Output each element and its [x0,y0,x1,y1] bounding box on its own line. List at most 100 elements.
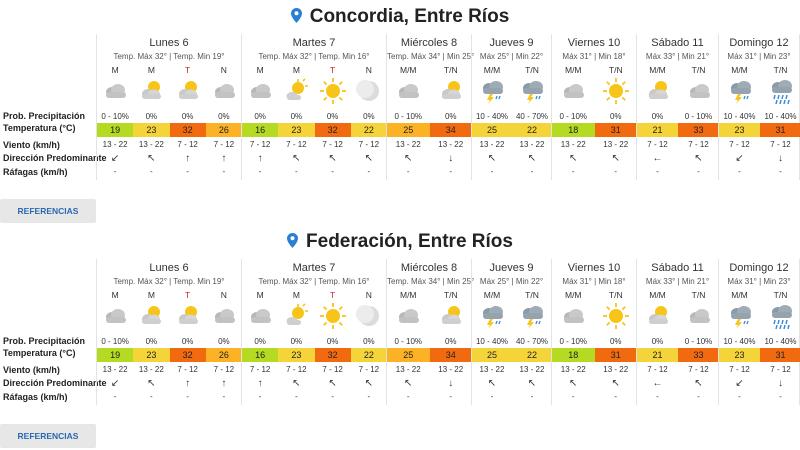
row-label-temp: Temperatura (°C) [3,348,76,358]
precip-value: 0% [326,112,339,121]
wind-value: 13 - 22 [438,140,464,149]
forecast-slot: T/N 10 - 40% 31 7 - 12 ↓ - [760,65,800,180]
period-label: T/N [608,290,623,300]
day-column: Sábado 11 Máx 33° | Min 21° M/M 0% 21 7 - 12 ←… [636,34,719,180]
precip-value: 10 - 40% [475,112,509,121]
wind-direction-arrow-icon: ↑ [185,378,191,389]
wind-direction-arrow-icon: ↓ [778,378,783,389]
gust-value: - [449,392,453,401]
wind-value: 7 - 12 [358,365,380,374]
day-name: Martes 7 [292,262,336,274]
day-name: Viernes 10 [567,37,621,49]
wind-direction-arrow-icon: ↙ [735,153,744,164]
wind-value: 13 - 22 [603,140,629,149]
forecast-slot: T/N 0% 34 13 - 22 ↓ - [429,65,472,180]
day-temp-range: Máx 31° | Min 23° [727,52,791,61]
precip-value: 0% [218,112,230,121]
precip-value: 0 - 10% [101,112,129,121]
references-button[interactable]: REFERENCIAS [0,199,96,223]
forecast-slot: M/M 0 - 10% 25 13 - 22 ↖ - [387,290,430,405]
wind-value: 13 - 22 [395,140,421,149]
precip-value: 0% [145,112,158,121]
forecast-slot: M 0% 23 13 - 22 ↖ - [133,290,170,405]
precip-value: 0% [651,112,664,121]
wind-value: 7 - 12 [770,140,791,149]
forecast-slot: M/M 0 - 10% 18 13 - 22 ↖ - [552,290,595,405]
gust-value: - [222,167,226,176]
partly-sunny-icon [137,302,165,330]
partly-sunny-icon [644,302,672,330]
precip-value: 0% [651,337,664,346]
temperature-cell: 33 [678,123,719,137]
references-button[interactable]: REFERENCIAS [0,424,96,448]
wind-value: 13 - 22 [479,365,505,374]
gust-value: - [186,167,189,176]
wind-direction-arrow-icon: ↓ [448,378,454,389]
wind-direction-arrow-icon: ↓ [778,153,783,164]
gust-value: - [614,392,618,401]
wind-value: 13 - 22 [519,365,545,374]
wind-value: 7 - 12 [213,365,235,374]
wind-direction-arrow-icon: ↖ [611,378,620,389]
precip-value: 0 - 10% [684,112,713,121]
temperature-cell: 25 [472,348,512,362]
day-column: Domingo 12 Máx 31° | Min 23° M/M 10 - 40% 23… [718,34,800,180]
temperature-cell: 23 [133,123,170,137]
gust-value: - [113,167,117,176]
wind-direction-arrow-icon: ↑ [221,153,227,164]
period-label: T [330,290,336,300]
period-label: T/N [691,65,706,75]
rain-icon [767,302,795,330]
temperature-cell: 25 [387,348,430,362]
temperature-cell: 18 [552,348,595,362]
day-name: Domingo 12 [729,262,789,274]
precip-value: 0 - 10% [394,337,423,346]
period-label: M/M [731,65,748,75]
cloudy-icon [559,77,587,105]
temperature-cell: 23 [133,348,170,362]
period-label: T/N [525,65,539,75]
temperature-cell: 22 [512,123,552,137]
day-temp-range: Máx 33° | Min 21° [645,52,710,61]
row-label-temp: Temperatura (°C) [3,123,76,133]
temperature-cell: 34 [429,123,472,137]
gust-value: - [406,392,410,401]
forecast-slot: M 0% 16 7 - 12 ↑ - [242,65,279,180]
day-name: Domingo 12 [729,37,789,49]
precip-value: 10 - 40% [723,337,756,346]
row-label-direction: Dirección Predominante [3,153,107,163]
temperature-cell: 31 [760,123,800,137]
wind-value: 7 - 12 [213,140,235,149]
cloudy-icon [394,77,422,105]
temperature-cell: 23 [719,123,760,137]
precip-value: 0% [444,112,457,121]
row-label-gusts: Ráfagas (km/h) [3,392,68,402]
partly-sunny-icon [174,302,202,330]
period-label: M [292,65,300,75]
day-column: Martes 7 Temp. Máx 32° | Temp. Min 16° M 0%… [241,259,387,405]
wind-direction-arrow-icon: ↖ [611,153,620,164]
period-label: M [111,290,119,300]
gust-value: - [367,167,371,176]
period-label: T/N [773,290,788,300]
wind-direction-arrow-icon: ↙ [110,378,120,389]
forecast-slot: T/N 0% 34 13 - 22 ↓ - [429,290,472,405]
city-forecast-section: Concordia, Entre Ríos Prob. Precipitación… [0,6,800,223]
precip-value: 0% [290,112,303,121]
gust-value: - [738,167,741,176]
wind-value: 7 - 12 [729,140,750,149]
period-label: M/M [483,290,501,300]
precip-value: 10 - 40% [723,112,756,121]
thunderstorm-icon [518,77,546,105]
partly-sunny-icon [137,77,165,105]
day-name: Miércoles 8 [400,262,458,274]
row-label-wind: Viento (km/h) [3,140,60,150]
wind-direction-arrow-icon: ↖ [487,378,497,389]
gust-value: - [656,392,659,401]
wind-direction-arrow-icon: ↙ [110,153,120,164]
rain-icon [767,77,795,105]
gust-value: - [367,392,371,401]
gust-value: - [490,392,494,401]
precip-value: 0 - 10% [684,337,713,346]
temperature-cell: 33 [678,348,719,362]
